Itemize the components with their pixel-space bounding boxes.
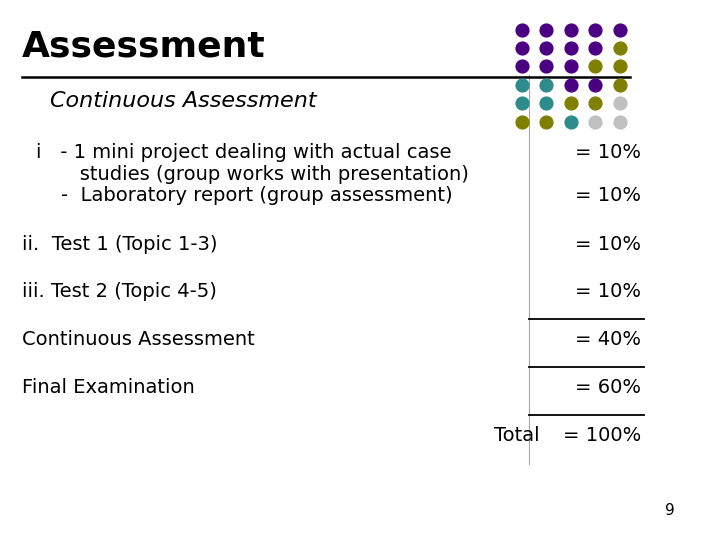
- Point: [590, 117, 601, 126]
- Point: [565, 44, 577, 52]
- Point: [614, 99, 626, 107]
- Point: [614, 62, 626, 71]
- Text: Assessment: Assessment: [22, 30, 266, 64]
- Point: [516, 25, 528, 34]
- Point: [541, 117, 552, 126]
- Point: [541, 80, 552, 89]
- Text: i   - 1 mini project dealing with actual case
       studies (group works with p: i - 1 mini project dealing with actual c…: [36, 143, 469, 184]
- Point: [516, 80, 528, 89]
- Point: [516, 62, 528, 71]
- Point: [565, 80, 577, 89]
- Text: = 10%: = 10%: [575, 235, 641, 254]
- Text: = 100%: = 100%: [562, 426, 641, 444]
- Point: [565, 25, 577, 34]
- Point: [541, 25, 552, 34]
- Point: [614, 117, 626, 126]
- Text: = 60%: = 60%: [575, 378, 641, 397]
- Point: [590, 62, 601, 71]
- Text: 9: 9: [665, 503, 675, 518]
- Point: [590, 80, 601, 89]
- Point: [590, 99, 601, 107]
- Point: [541, 62, 552, 71]
- Text: iii. Test 2 (Topic 4-5): iii. Test 2 (Topic 4-5): [22, 282, 217, 301]
- Point: [516, 99, 528, 107]
- Point: [541, 99, 552, 107]
- Point: [614, 25, 626, 34]
- Point: [565, 99, 577, 107]
- Text: = 10%: = 10%: [575, 282, 641, 301]
- Point: [590, 44, 601, 52]
- Point: [516, 117, 528, 126]
- Text: = 40%: = 40%: [575, 330, 641, 349]
- Point: [614, 44, 626, 52]
- Point: [614, 80, 626, 89]
- Point: [565, 117, 577, 126]
- Text: = 10%: = 10%: [575, 143, 641, 162]
- Text: Total: Total: [495, 426, 540, 444]
- Text: ii.  Test 1 (Topic 1-3): ii. Test 1 (Topic 1-3): [22, 235, 217, 254]
- Text: -  Laboratory report (group assessment): - Laboratory report (group assessment): [36, 186, 453, 205]
- Text: Final Examination: Final Examination: [22, 378, 194, 397]
- Text: Continuous Assessment: Continuous Assessment: [50, 91, 317, 111]
- Point: [516, 44, 528, 52]
- Text: Continuous Assessment: Continuous Assessment: [22, 330, 254, 349]
- Text: = 10%: = 10%: [575, 186, 641, 205]
- Point: [565, 62, 577, 71]
- Point: [590, 25, 601, 34]
- Point: [541, 44, 552, 52]
